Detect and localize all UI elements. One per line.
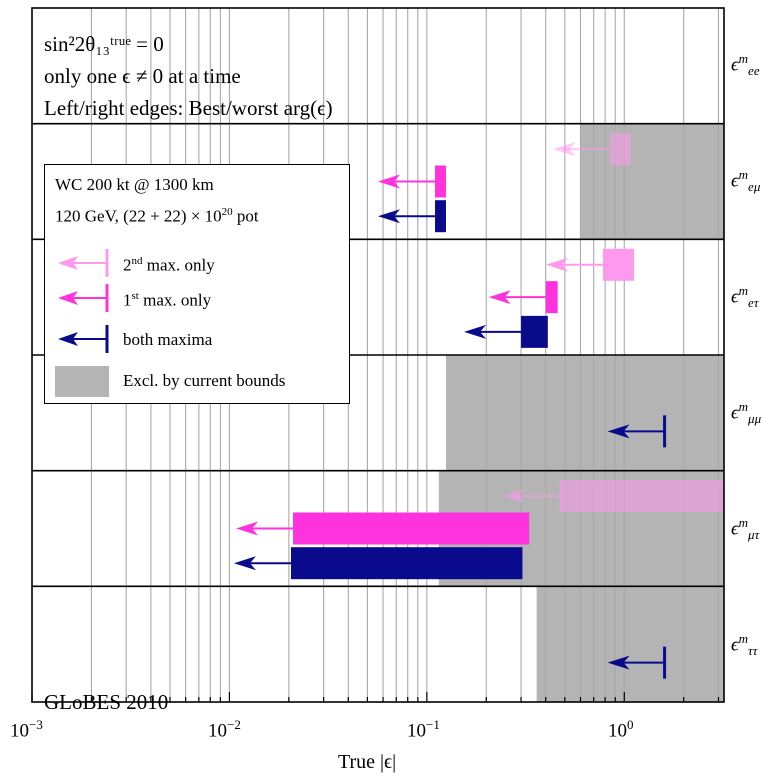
excluded-regions	[438, 123, 724, 702]
annotation-single-epsilon: only one ϵ ≠ 0 at a time	[44, 64, 241, 88]
legend-label-first-max: 1st max. only	[123, 290, 212, 310]
legend-title-beam: 120 GeV, (22 + 22) × 1020 pot	[55, 206, 259, 226]
bound-bar-second	[559, 480, 724, 513]
bound-bar-both	[290, 547, 523, 580]
x-tick-label: 10−2	[208, 717, 241, 742]
legend-label-excluded: Excl. by current bounds	[123, 371, 286, 390]
x-tick-label: 100	[608, 717, 634, 742]
legend-label-both-maxima: both maxima	[123, 330, 213, 349]
arrow-head-first	[378, 174, 401, 189]
ticks	[31, 692, 720, 702]
annotation-theta13: sin²2θ₁₃ᵗʳᵘᵉ = 0	[44, 32, 164, 56]
legend	[44, 164, 350, 404]
legend-title-detector: WC 200 kt @ 1300 km	[55, 175, 214, 194]
bound-bar-first	[293, 512, 530, 545]
bound-bar-second	[610, 133, 631, 166]
annotation-globes: GLoBES 2010	[44, 690, 169, 714]
bound-bar-first	[435, 165, 446, 198]
panel-label-etau: ϵmeτ	[731, 283, 759, 311]
annotation-edges: Left/right edges: Best/worst arg(ϵ)	[44, 96, 333, 120]
panel-label-ee: ϵmee	[731, 51, 760, 79]
arrow-head-second	[553, 142, 576, 157]
arrow-head-second	[502, 489, 525, 504]
x-tick-label: 10−3	[10, 717, 43, 742]
excluded-region	[580, 123, 724, 240]
arrow-head-both	[607, 424, 630, 439]
panel-label-emu: ϵmeμ	[731, 167, 761, 195]
arrow-head-both	[378, 209, 401, 224]
bound-bar-second	[602, 248, 634, 281]
panel-label-tautau: ϵmττ	[731, 631, 758, 659]
arrow-head-first	[236, 521, 259, 536]
bound-bar-first	[545, 281, 558, 314]
arrow-head-both	[607, 655, 630, 670]
arrow-head-both	[464, 324, 487, 339]
bound-bar-both	[521, 315, 548, 348]
x-tick-label: 10−1	[407, 717, 440, 742]
legend-label-second-max: 2nd max. only	[123, 255, 215, 275]
bars	[233, 133, 724, 679]
plot-frame	[31, 7, 725, 703]
arrow-head-second	[545, 257, 568, 272]
arrow-head-both	[233, 556, 256, 571]
x-axis-label: True |ϵ|	[338, 751, 397, 773]
panel-label-mumu: ϵmμμ	[731, 399, 762, 427]
excluded-region	[445, 355, 724, 471]
excluded-region	[536, 586, 724, 702]
arrow-head-first	[488, 290, 511, 305]
panel-label-mutau: ϵmμτ	[731, 515, 760, 543]
bound-bar-both	[435, 200, 446, 233]
